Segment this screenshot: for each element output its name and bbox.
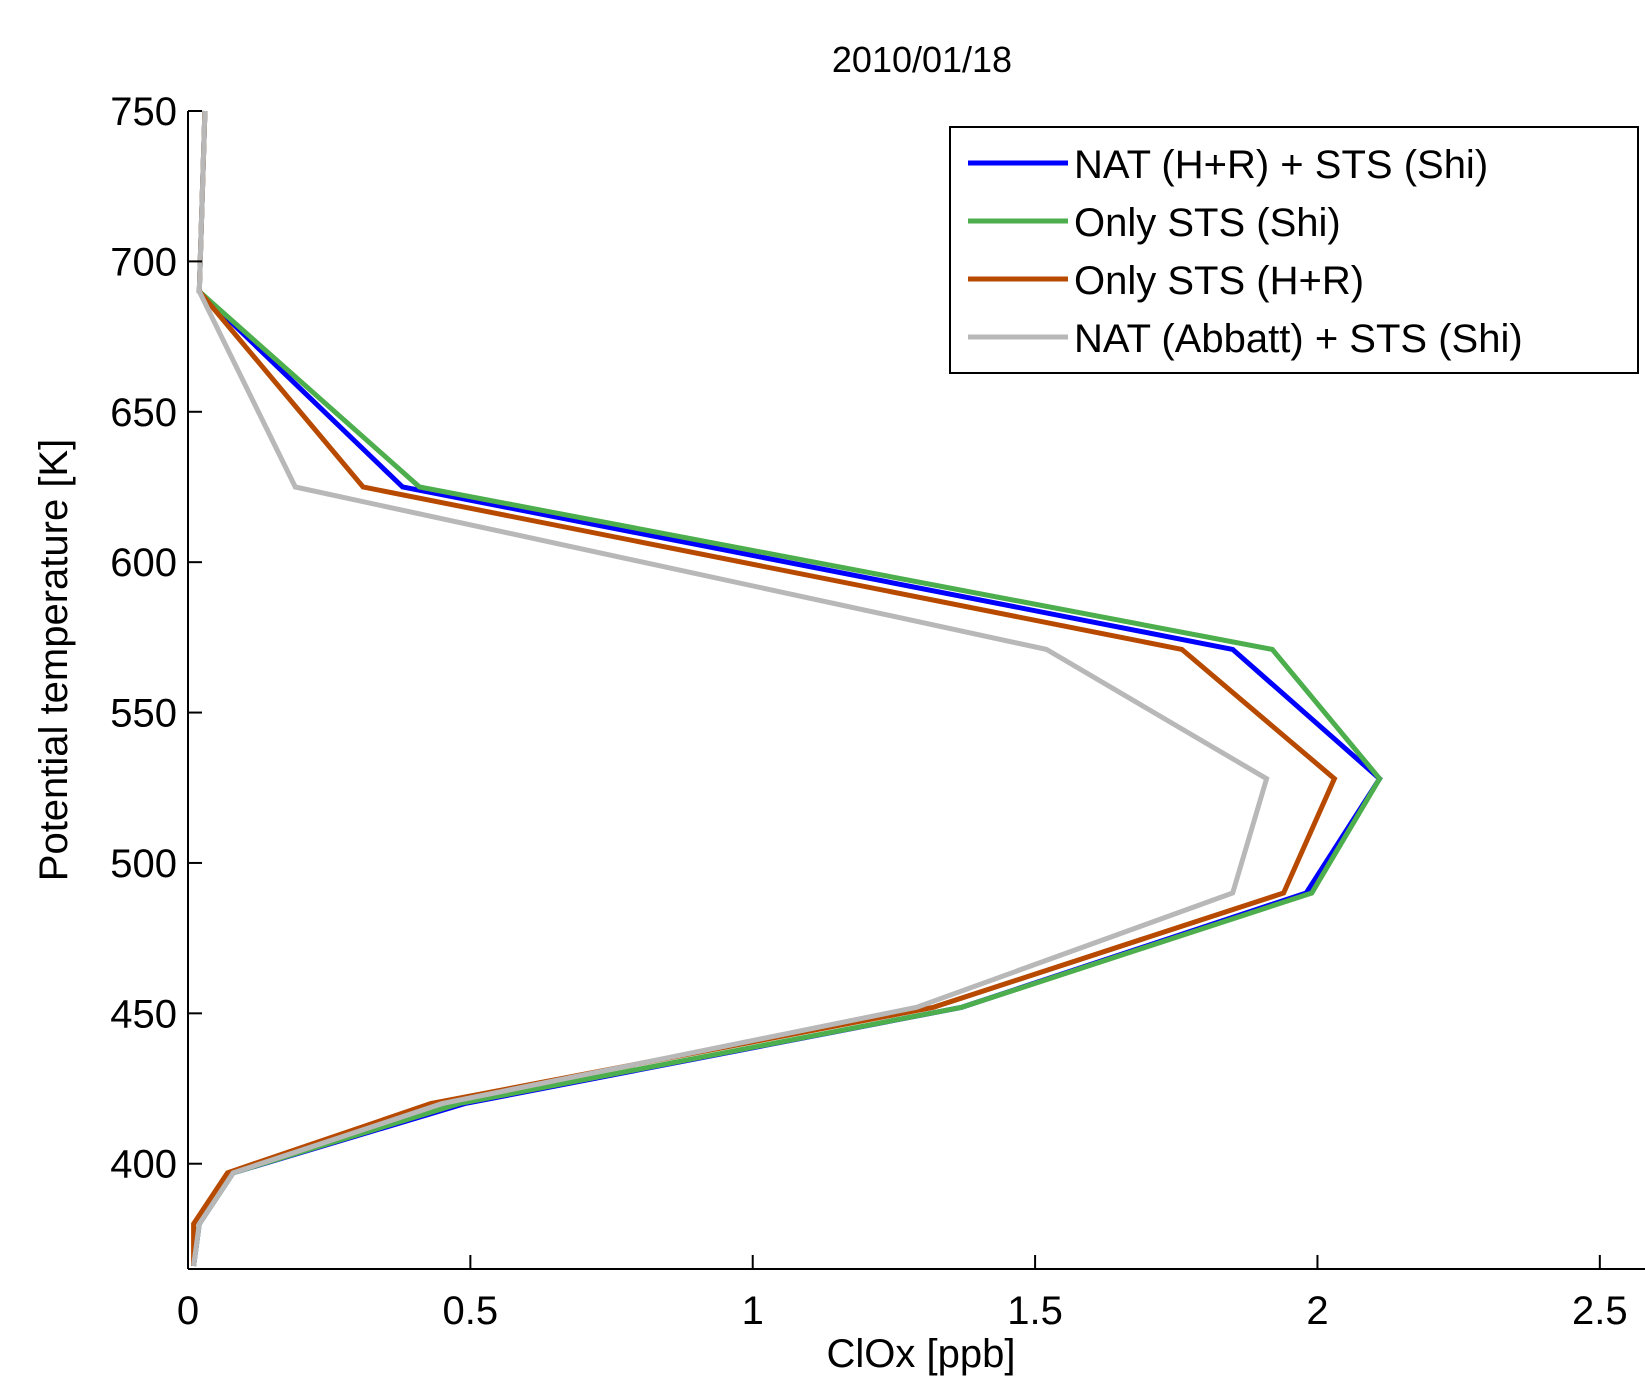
x-tick-label: 0.5 [443,1289,499,1333]
legend-label: NAT (Abbatt) + STS (Shi) [1074,317,1523,361]
chart-title: 2010/01/18 [832,39,1012,80]
legend-label: Only STS (H+R) [1074,259,1364,303]
series-line-3 [191,110,1338,1266]
legend-label: Only STS (Shi) [1074,201,1341,245]
y-tick-label: 550 [110,692,177,736]
legend-box [949,126,1639,374]
y-tick-label: 650 [110,391,177,435]
y-axis-label: Potential temperature [K] [32,439,76,881]
y-tick-label: 400 [110,1143,177,1187]
y-tick-label: 600 [110,541,177,585]
x-tick-label: 0 [177,1289,199,1333]
y-tick-label: 500 [110,842,177,886]
legend: NAT (H+R) + STS (Shi) Only STS (Shi) Only … [949,126,1639,374]
series-line-4 [191,110,1270,1267]
x-tick-label: 1.5 [1007,1289,1063,1333]
axes-layer: 0 0.5 1 1.5 2 2.5 400 450 500 550 600 650 700 750 [110,90,1645,1333]
y-tick-label: 700 [110,240,177,284]
x-tick-label: 1 [742,1289,764,1333]
x-axis-label: ClOx [ppb] [827,1332,1016,1376]
series-layer [191,110,1383,1267]
legend-label: NAT (H+R) + STS (Shi) [1074,143,1488,187]
x-tick-label: 2 [1306,1289,1328,1333]
y-tick-label: 750 [110,90,177,134]
x-tick-label: 2.5 [1572,1289,1628,1333]
y-tick-label: 450 [110,992,177,1036]
